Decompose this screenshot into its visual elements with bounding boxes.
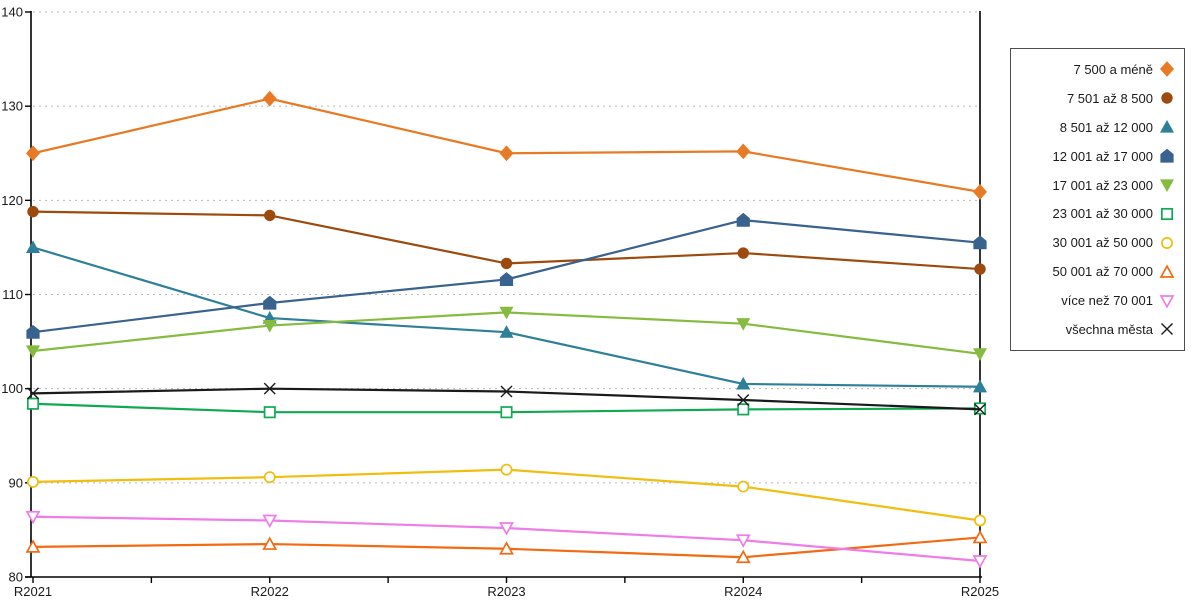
triangle-down-marker-icon	[1159, 179, 1175, 193]
series-line	[25, 306, 988, 361]
series-line	[27, 205, 986, 275]
y-tick-label: 140	[1, 5, 23, 20]
legend-item: více než 70 001	[1015, 290, 1176, 312]
legend-item-label: více než 70 001	[1061, 293, 1153, 309]
x-tick-label: R2021	[14, 584, 52, 599]
chart-legend: 7 500 a méně 7 501 až 8 500 8 501 až 12 00…	[1010, 48, 1185, 351]
y-tick-label: 80	[9, 570, 23, 585]
series-line	[25, 529, 988, 564]
y-tick-label: 130	[1, 99, 23, 114]
legend-item: 8 501 až 12 000	[1015, 116, 1176, 138]
legend-item-label: 50 001 až 70 000	[1052, 264, 1153, 280]
diamond-marker-icon	[1159, 61, 1175, 78]
legend-item-label: 12 001 až 17 000	[1052, 148, 1153, 164]
x-tick-label: R2025	[961, 584, 999, 599]
triangle-up-marker-icon	[1159, 264, 1175, 278]
series-line	[26, 397, 987, 419]
y-tick-label: 110	[2, 287, 23, 302]
triangle-down-marker-icon	[1159, 294, 1175, 309]
series-line	[25, 90, 988, 200]
legend-item: všechna města	[1015, 318, 1176, 340]
legend-item-label: 7 501 až 8 500	[1066, 90, 1153, 106]
circle-marker-icon	[1161, 92, 1173, 105]
legend-item-label: 23 001 až 30 000	[1052, 206, 1153, 222]
legend-item: 17 001 až 23 000	[1015, 174, 1176, 196]
legend-item: 7 501 až 8 500	[1015, 87, 1176, 109]
legend-item-label: 30 001 až 50 000	[1052, 235, 1153, 251]
series-line	[26, 212, 987, 339]
y-tick-label: 90	[9, 475, 23, 490]
series-line	[25, 240, 988, 393]
series-line	[25, 510, 988, 569]
x-tick-label: R2024	[724, 584, 762, 599]
x-tick-label: R2023	[487, 584, 525, 599]
legend-item-label: 7 500 a méně	[1073, 61, 1153, 77]
square-marker-icon	[1160, 207, 1174, 220]
x-tick-label: R2022	[251, 584, 289, 599]
legend-item: 50 001 až 70 000	[1015, 261, 1176, 283]
legend-item: 12 001 až 17 000	[1015, 145, 1176, 167]
legend-item: 7 500 a méně	[1015, 58, 1176, 80]
x-axis-ticks: R2021 R2022 R2023 R2024 R2025	[14, 577, 999, 599]
x-marker-icon	[1161, 323, 1173, 336]
y-axis-ticks: 80 90 100 110 120 130 140	[1, 5, 31, 585]
legend-item: 30 001 až 50 000	[1015, 232, 1176, 254]
triangle-up-marker-icon	[1159, 120, 1175, 133]
circle-marker-icon	[1161, 236, 1173, 249]
legend-item-label: 8 501 až 12 000	[1059, 119, 1153, 135]
pentagon-marker-icon	[1160, 148, 1174, 163]
series-line	[27, 463, 986, 527]
y-tick-label: 100	[1, 381, 23, 396]
legend-item-label: 17 001 až 23 000	[1052, 177, 1153, 193]
series-line	[27, 382, 986, 416]
legend-item-label: všechna města	[1065, 321, 1153, 337]
y-tick-label: 120	[1, 193, 23, 208]
legend-item: 23 001 až 30 000	[1015, 203, 1176, 225]
